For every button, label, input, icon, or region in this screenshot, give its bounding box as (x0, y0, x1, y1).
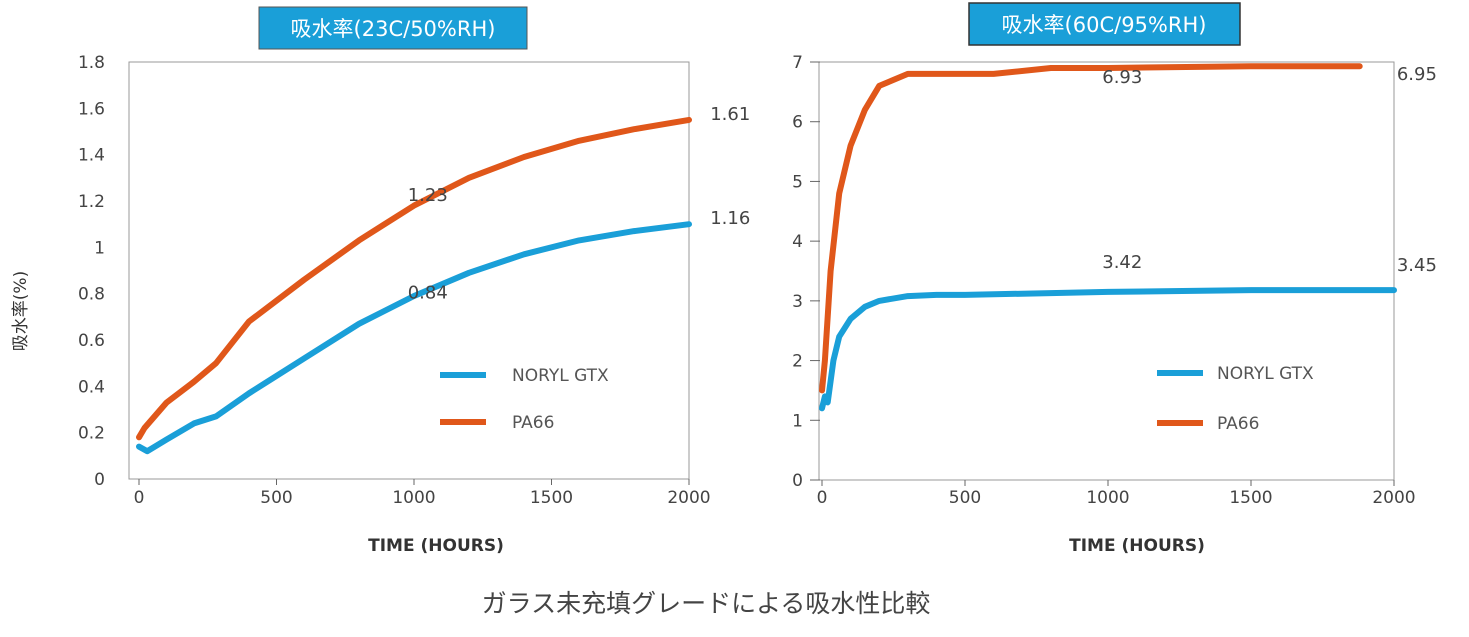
chart2-plot: 0 1 2 3 4 5 6 7 0 500 1000 1500 2000 6.93 3.42 6.95 3.45… (792, 53, 1437, 508)
series-line-pa66 (819, 63, 1363, 394)
chart1-title-box (258, 6, 528, 50)
chart1-data-label: 1.16 (710, 208, 750, 229)
chart1-title: 吸水率(23C/50%RH) (291, 17, 496, 41)
chart2-ytick-label: 1 (792, 411, 803, 431)
chart1-ytick-label: 1.6 (78, 99, 105, 119)
chart2-ytick-label: 4 (792, 232, 803, 252)
chart1-ytick-label: 0.2 (78, 424, 105, 444)
chart2-xtick-label: 2000 (1372, 488, 1415, 508)
chart2-plot-frame (818, 61, 1395, 481)
chart1-xtick-label: 500 (260, 488, 292, 508)
legend-label-noryl-gtx: NORYL GTX (512, 366, 609, 386)
chart1-ytick-label: 1.8 (78, 53, 105, 73)
series-line-pa66 (136, 116, 692, 441)
chart1-xtick-label: 1500 (530, 488, 573, 508)
chart2-ytick-label: 6 (792, 113, 803, 133)
chart-60c-95rh: 吸水率(60C/95%RH) TIME (HOURS) 0 1 2 3 4 5 6 7 0 500… (792, 2, 1437, 556)
chart1-xtick-label: 2000 (667, 488, 710, 508)
series-line-noryl-gtx (819, 287, 1397, 412)
chart1-ytick-label: 0.6 (78, 331, 105, 351)
chart2-xlabel: TIME (HOURS) (1069, 536, 1205, 556)
legend-label-pa66: PA66 (512, 413, 554, 433)
chart2-title-box (968, 2, 1241, 46)
chart2-ytick-label: 7 (792, 53, 803, 73)
chart2-xtick-label: 0 (817, 488, 828, 508)
chart1-ytick-label: 1.4 (78, 146, 105, 166)
chart2-title: 吸水率(60C/95%RH) (1002, 13, 1207, 37)
chart1-ytick-label: 0.4 (78, 377, 105, 397)
chart2-data-label: 6.93 (1102, 67, 1142, 88)
chart2-xtick-label: 500 (949, 488, 981, 508)
series-line-noryl-gtx (136, 221, 692, 455)
legend-label-noryl-gtx: NORYL GTX (1217, 364, 1314, 384)
figure-caption: ガラス未充填グレードによる吸水性比較 (482, 589, 931, 618)
chart2-ytick-label: 5 (792, 172, 803, 192)
shared-ylabel: 吸水率(%) (11, 271, 31, 351)
chart1-data-label: 1.61 (710, 104, 750, 125)
chart2-data-label: 6.95 (1397, 64, 1437, 85)
chart1-data-label: 0.84 (408, 282, 448, 303)
chart2-xtick-label: 1000 (1086, 488, 1129, 508)
chart-23c-50rh: 吸水率(23C/50%RH) TIME (HOURS) 0 0.2 0.4 0.6 0.… (78, 6, 750, 556)
chart2-ytick-label: 2 (792, 352, 803, 372)
chart1-xtick-label: 0 (134, 488, 145, 508)
chart1-xlabel: TIME (HOURS) (368, 536, 504, 556)
chart1-ytick-label: 1 (94, 238, 105, 258)
chart1-plot: 0 0.2 0.4 0.6 0.8 1 1.2 1.4 1.6 1.8 0 500 1000 1500 20… (78, 53, 750, 508)
chart1-plot-frame (128, 61, 690, 480)
chart2-xtick-label: 1500 (1229, 488, 1272, 508)
chart2-data-label: 3.42 (1102, 252, 1142, 273)
chart2-ytick-label: 0 (792, 471, 803, 491)
chart1-ytick-label: 0.8 (78, 285, 105, 305)
chart2-ytick-label: 3 (792, 292, 803, 312)
legend-label-pa66: PA66 (1217, 414, 1259, 434)
chart2-data-label: 3.45 (1397, 255, 1437, 276)
chart1-xtick-label: 1000 (392, 488, 435, 508)
chart1-ytick-label: 1.2 (78, 192, 105, 212)
chart1-data-label: 1.23 (408, 185, 448, 206)
chart1-ytick-label: 0 (94, 470, 105, 490)
